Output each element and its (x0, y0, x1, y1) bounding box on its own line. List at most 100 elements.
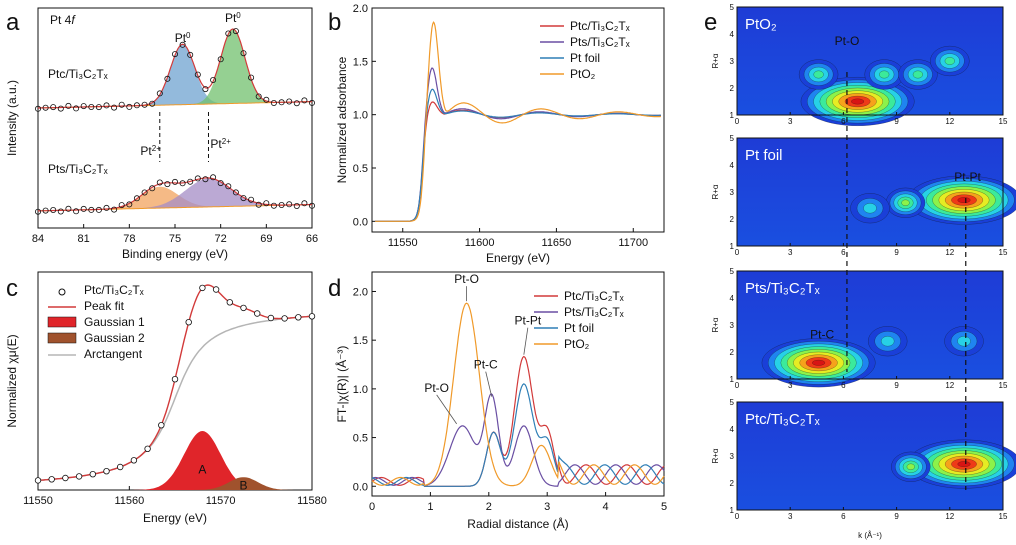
panel-e-map-frame (736, 137, 1004, 247)
panel-c-x-tick-label: 11550 (23, 495, 53, 507)
panel-a-envelope (38, 177, 313, 212)
panel-e-y-tick-label: 4 (730, 425, 735, 434)
panel-a-data-point (194, 71, 201, 78)
panel-e-y-tick-label: 5 (730, 134, 735, 143)
panel-a-data-point (240, 50, 247, 57)
panel-a-envelope (38, 28, 313, 109)
panel-b-legend-entry-label: Pt foil (570, 51, 600, 65)
panel-e-x-tick-label: 15 (999, 117, 1008, 126)
panel-d-legend-entry-label: PtO₂ (564, 337, 590, 351)
panel-a-data-point (270, 100, 277, 107)
panel-e-contour (812, 359, 826, 366)
panel-a-data-point (118, 202, 125, 209)
panel-a-series-label: Pts/Ti₃C₂Tₓ (48, 162, 108, 176)
panel-e-contour (879, 70, 890, 79)
panel-a: a Pt 4f 84 81 78 75 72 69 66 Binding energy (eV) I… (5, 7, 318, 261)
panel-e-map-title: Pt foil (745, 147, 783, 164)
panel-a-data-point (50, 104, 57, 111)
panel-a-data-point (73, 208, 80, 215)
panel-e-x-tick-label: 9 (894, 117, 899, 126)
panel-e-map-title: Ptc/Ti₃C₂Tₓ (745, 411, 820, 428)
panel-e-y-tick-label: 1 (730, 242, 735, 251)
panel-a-x-tick-label: 72 (215, 233, 227, 245)
panel-c-data-point (103, 468, 110, 475)
panel-a-data-point (263, 200, 270, 207)
panel-a-annotation-sup: 2+ (152, 144, 161, 153)
panel-a-data-point (240, 195, 247, 202)
panel-c-data-point (226, 299, 233, 306)
panel-a-data-point (126, 201, 133, 208)
panel-c-gaussian-label: B (239, 479, 247, 493)
panel-c-data-point (130, 457, 138, 464)
panel-e-x-tick-label: 6 (841, 381, 846, 390)
panel-a-data-point (232, 189, 239, 196)
panel-b-x-tick-label: 11650 (542, 237, 572, 249)
panel-e-contour (813, 70, 824, 79)
panel-d-legend-entry-label: Ptc/Ti₃C₂Tₓ (564, 289, 624, 303)
panel-d-x-tick-label: 0 (369, 501, 375, 513)
panel-e-y-tick-label: 1 (730, 506, 735, 515)
panel-c-legend-label: Gaussian 1 (84, 315, 145, 329)
panel-b-frame (371, 7, 665, 233)
panel-a-data-point (126, 103, 133, 110)
panel-c-gaussian-area (38, 431, 312, 490)
panel-a-letter: a (6, 9, 20, 36)
panel-a-x-tick-label: 78 (123, 233, 135, 245)
panel-a-title: Pt 4f (50, 13, 76, 27)
panel-e-x-tick-label: 9 (894, 248, 899, 257)
panel-c-data-point (62, 474, 69, 482)
panel-a-annotation-sup: 0 (186, 31, 191, 40)
panel-a-data-point (278, 99, 285, 106)
panel-a-data-point (141, 189, 148, 196)
panel-e-y-tick-label: 2 (730, 479, 735, 488)
panel-c-x-tick-label: 11560 (114, 495, 144, 507)
panel-a-data-point (187, 178, 194, 185)
panel-e-y-tick-label: 4 (730, 294, 735, 303)
panel-a-data-point (293, 100, 300, 107)
panel-a-data-point (50, 206, 57, 213)
panel-e-y-tick-label: 3 (730, 452, 735, 461)
panel-a-data-point (270, 202, 277, 209)
panel-c-gaussian-area (38, 477, 312, 490)
panel-a-data-point (133, 102, 140, 109)
panel-a-ylabel: Intensity (a.u.) (5, 80, 19, 156)
panel-a-data-point (118, 101, 125, 108)
panel-c-data-point (75, 473, 83, 480)
panel-a-data-point (111, 206, 118, 213)
panel-e-annotation: Pt-O (835, 34, 860, 48)
panel-a-data-point (210, 77, 217, 84)
panel-e-contour (944, 57, 955, 65)
panel-e-y-tick-label: 2 (730, 348, 735, 357)
panel-c-legend-marker (58, 288, 66, 296)
panel-e-contour (881, 336, 895, 347)
panel-e-y-tick-label: 5 (730, 267, 735, 276)
panel-a-data-point (248, 196, 255, 203)
panel-b-xlabel: Energy (eV) (486, 251, 550, 265)
panel-b-legend-entry-label: PtO₂ (570, 67, 596, 81)
panel-a-data-point (278, 201, 285, 208)
panel-d-y-tick-label: 2.0 (353, 286, 368, 298)
panel-a-data-point (80, 205, 87, 212)
panel-a-data-point (225, 30, 232, 37)
panel-e-x-tick-label: 15 (999, 381, 1008, 390)
panel-c-data-point (158, 422, 165, 429)
panel-e-contour (957, 197, 971, 204)
panel-d-letter: d (328, 275, 341, 302)
panel-c-legend-g2-swatch (47, 332, 77, 344)
panel-b-series-line (375, 101, 661, 222)
panel-a-data-point (42, 104, 49, 111)
panel-a-data-point (164, 75, 171, 82)
panel-a-data-point (111, 104, 118, 111)
panel-c-legend-g1-swatch (47, 316, 77, 328)
panel-b-y-tick-label: 2.0 (353, 3, 368, 15)
panel-c-data-point (89, 471, 96, 478)
panel-a-annotation: Pt0 (175, 31, 191, 46)
panel-d-annotation: Pt-O (424, 381, 449, 395)
panel-e-y-tick-label: 4 (730, 161, 735, 170)
panel-e-contour (901, 199, 910, 207)
panel-e-x-tick-label: 0 (735, 248, 740, 257)
panel-d-legend-entry-label: Pt foil (564, 321, 594, 335)
panel-a-data-point (171, 178, 178, 185)
panel-e-x-tick-label: 6 (841, 117, 846, 126)
